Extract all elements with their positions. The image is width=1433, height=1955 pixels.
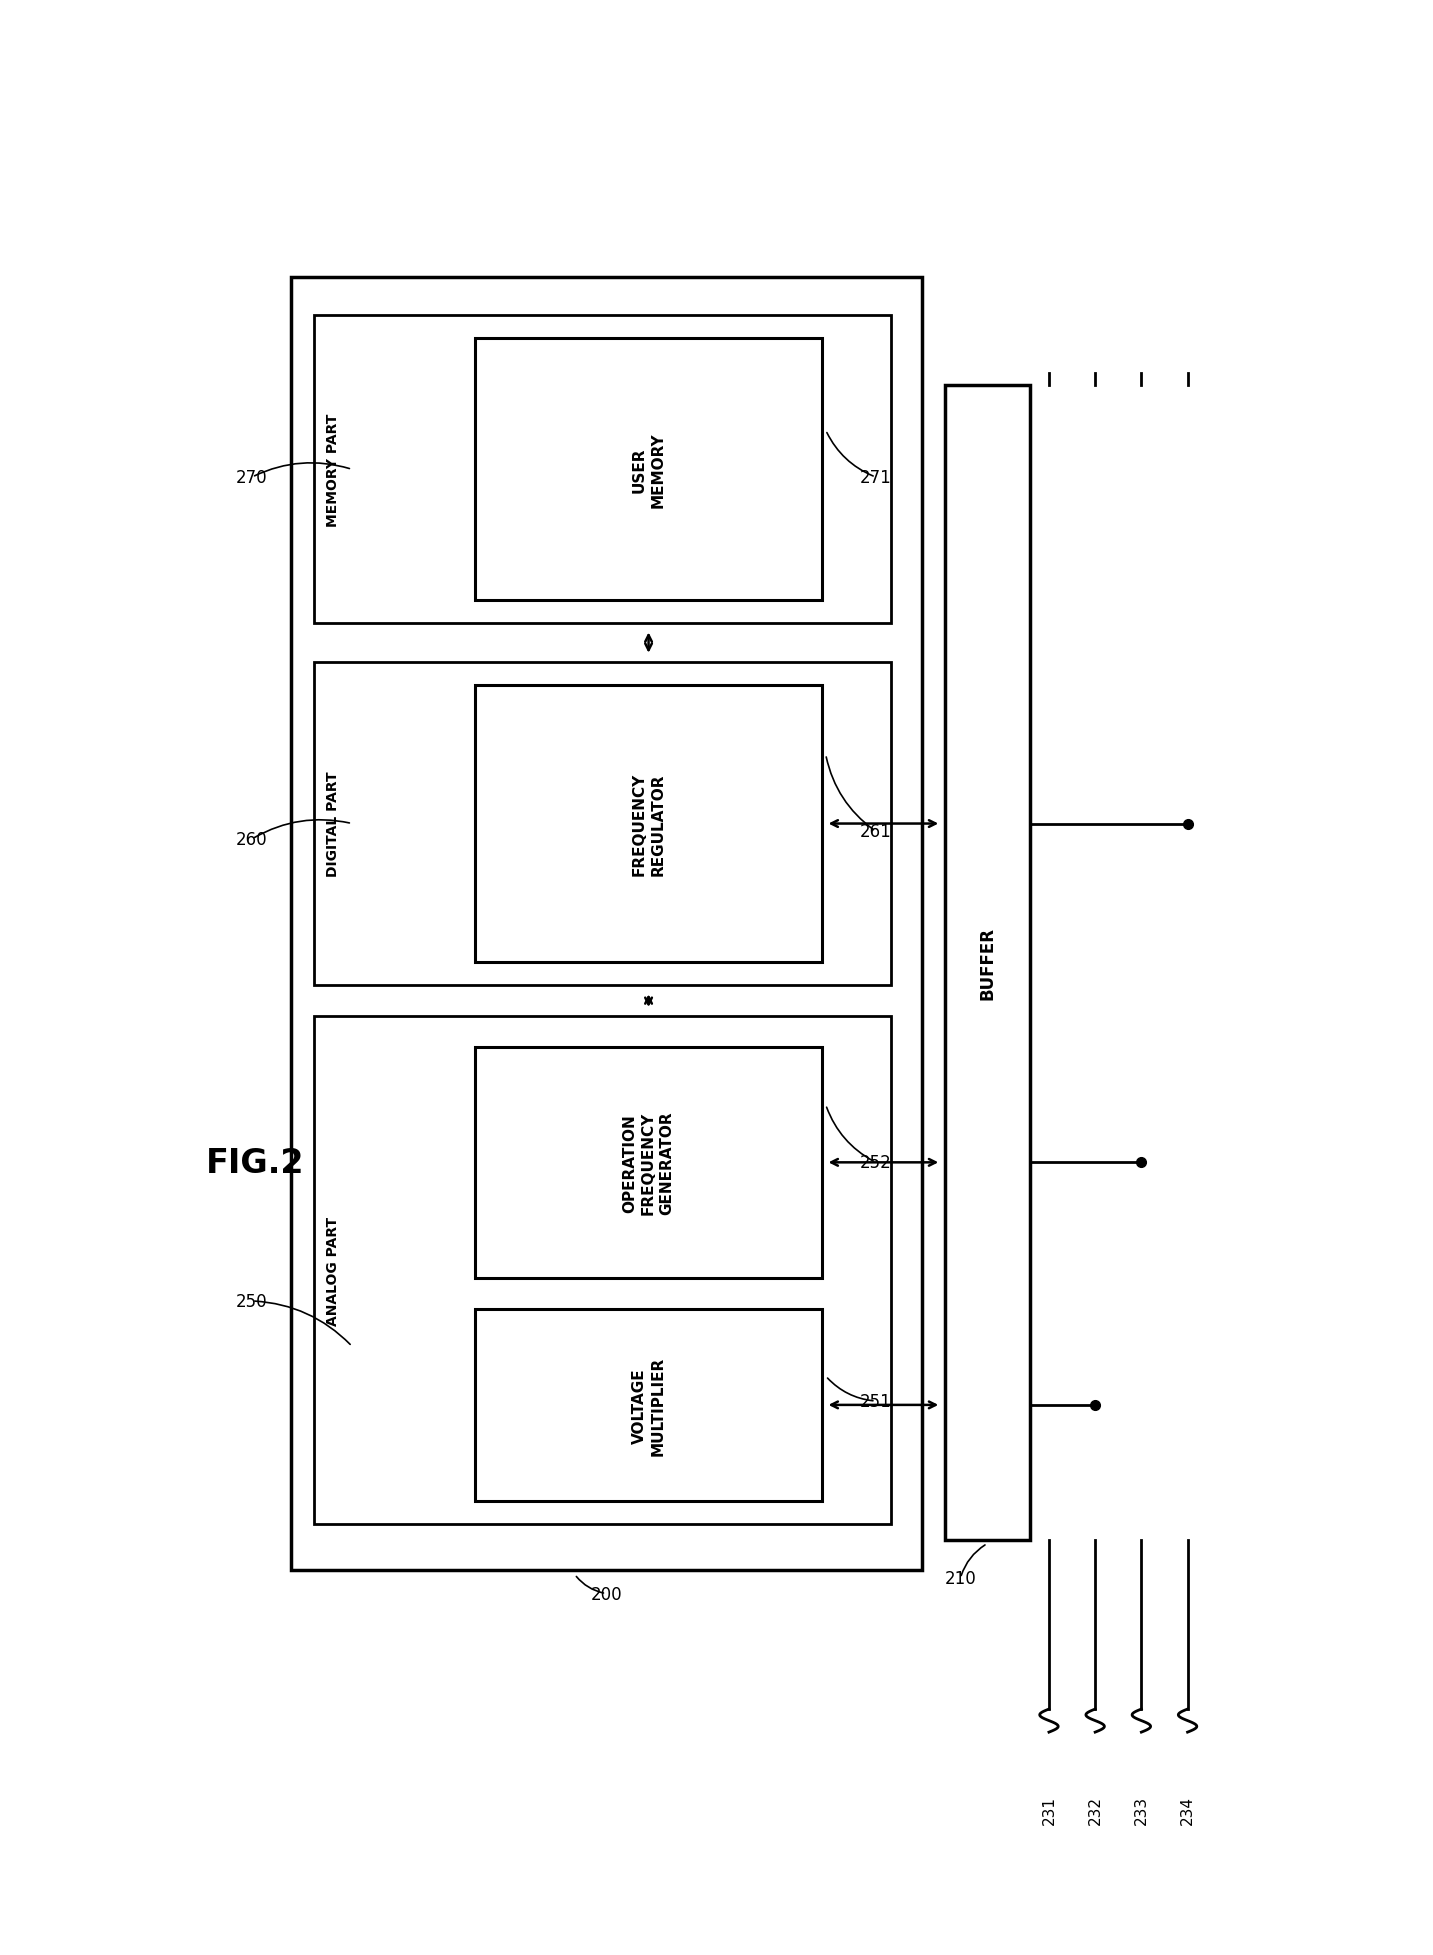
Bar [314, 317, 891, 624]
Text: OPERATION
FREQUENCY
GENERATOR: OPERATION FREQUENCY GENERATOR [622, 1110, 675, 1214]
Bar [944, 385, 1030, 1541]
Text: 210: 210 [944, 1570, 976, 1587]
Bar [291, 278, 921, 1570]
Text: FREQUENCY
REGULATOR: FREQUENCY REGULATOR [632, 772, 665, 876]
Text: VOLTAGE
MULTIPLIER: VOLTAGE MULTIPLIER [632, 1355, 665, 1455]
Bar [476, 1310, 821, 1501]
Text: 270: 270 [236, 469, 268, 487]
Bar [476, 686, 821, 962]
Text: 233: 233 [1134, 1795, 1149, 1824]
Text: USER
MEMORY: USER MEMORY [632, 432, 665, 508]
Text: 251: 251 [860, 1392, 891, 1410]
Text: MEMORY PART: MEMORY PART [325, 413, 340, 526]
Text: 250: 250 [236, 1292, 268, 1310]
Text: 271: 271 [860, 469, 891, 487]
Bar [314, 663, 891, 985]
Text: DIGITAL PART: DIGITAL PART [325, 772, 340, 878]
Text: 232: 232 [1088, 1795, 1102, 1824]
Text: ANALOG PART: ANALOG PART [325, 1216, 340, 1325]
Text: 200: 200 [590, 1586, 622, 1603]
Bar [314, 1017, 891, 1525]
Bar [476, 1048, 821, 1279]
Bar [476, 340, 821, 600]
Text: 234: 234 [1179, 1795, 1195, 1824]
Text: FIG.2: FIG.2 [206, 1146, 304, 1179]
Text: 252: 252 [860, 1153, 891, 1171]
Text: 231: 231 [1042, 1795, 1056, 1824]
Text: 261: 261 [860, 823, 891, 841]
Text: 260: 260 [236, 831, 268, 848]
Text: BUFFER: BUFFER [979, 927, 996, 999]
